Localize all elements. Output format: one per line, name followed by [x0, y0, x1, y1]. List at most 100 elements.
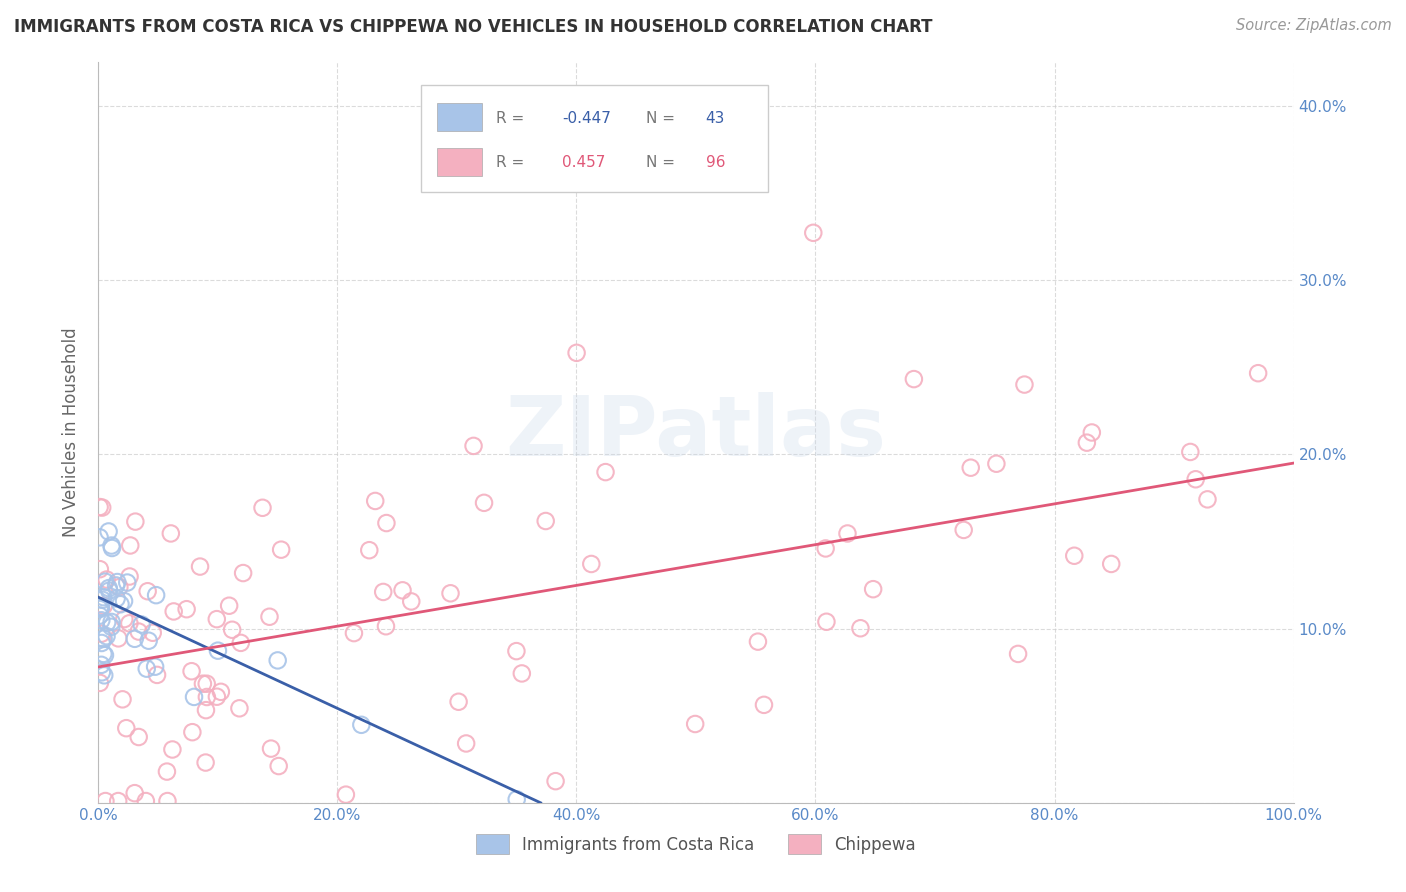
Point — [505, 644, 527, 658]
Point — [128, 624, 150, 639]
Point — [96, 573, 118, 587]
Point — [93, 632, 115, 646]
Text: R =: R = — [496, 111, 530, 126]
Point — [90, 599, 112, 614]
Point — [90, 626, 112, 640]
Point — [107, 632, 129, 646]
Text: IMMIGRANTS FROM COSTA RICA VS CHIPPEWA NO VEHICLES IN HOUSEHOLD CORRELATION CHAR: IMMIGRANTS FROM COSTA RICA VS CHIPPEWA N… — [14, 18, 932, 36]
Point — [98, 583, 121, 598]
Y-axis label: No Vehicles in Household: No Vehicles in Household — [62, 327, 80, 538]
Point — [90, 600, 112, 615]
Point — [359, 543, 381, 558]
Point — [156, 794, 179, 808]
Point — [94, 574, 117, 589]
Point — [375, 516, 398, 530]
Point — [162, 742, 184, 756]
Point — [90, 636, 112, 650]
Point — [91, 500, 114, 515]
Point — [138, 633, 160, 648]
Point — [375, 619, 398, 633]
Point — [209, 685, 232, 699]
Point — [205, 690, 228, 704]
Point — [364, 494, 387, 508]
FancyBboxPatch shape — [437, 147, 482, 176]
Point — [752, 698, 775, 712]
Point — [118, 569, 141, 583]
Point — [143, 659, 166, 673]
Point — [163, 604, 186, 618]
Point — [267, 759, 290, 773]
Point — [544, 774, 567, 789]
Point — [131, 617, 153, 632]
Point — [228, 701, 250, 715]
Point — [510, 666, 533, 681]
Point — [120, 539, 142, 553]
Point — [801, 226, 824, 240]
Point — [439, 586, 461, 600]
Point — [94, 794, 117, 808]
Point — [115, 721, 138, 735]
Point — [391, 583, 413, 598]
Point — [117, 575, 139, 590]
Point — [270, 542, 292, 557]
Point — [101, 541, 124, 555]
Point — [849, 621, 872, 635]
Point — [111, 692, 134, 706]
Point — [350, 718, 373, 732]
Point — [156, 764, 179, 779]
Point — [142, 625, 165, 640]
Point — [447, 695, 470, 709]
Point — [180, 664, 202, 678]
Text: N =: N = — [645, 111, 679, 126]
Point — [267, 653, 290, 667]
Point — [959, 460, 981, 475]
Text: -0.447: -0.447 — [562, 111, 612, 126]
Point — [194, 703, 217, 717]
Point — [96, 629, 118, 643]
Point — [188, 559, 211, 574]
Point — [260, 741, 283, 756]
Point — [100, 539, 122, 553]
Point — [100, 620, 122, 634]
Point — [107, 794, 129, 808]
Point — [952, 523, 974, 537]
Point — [112, 612, 135, 626]
Point — [136, 584, 159, 599]
Point — [146, 668, 169, 682]
Point — [89, 602, 111, 616]
Point — [401, 594, 423, 608]
Point — [135, 794, 157, 808]
Point — [534, 514, 557, 528]
Point — [1063, 549, 1085, 563]
Point — [108, 580, 131, 594]
Point — [862, 582, 884, 597]
Point — [986, 457, 1008, 471]
Point — [93, 647, 115, 661]
Point — [97, 524, 120, 539]
Point — [124, 515, 146, 529]
Point — [205, 612, 228, 626]
Point — [565, 346, 588, 360]
Point — [903, 372, 925, 386]
Point — [1081, 425, 1104, 440]
Point — [89, 608, 111, 623]
Point — [207, 643, 229, 657]
Point — [100, 615, 122, 629]
Point — [93, 599, 115, 613]
Point — [472, 496, 495, 510]
Point — [373, 585, 395, 599]
Point — [683, 717, 706, 731]
Point — [90, 600, 112, 615]
Point — [595, 465, 617, 479]
Point — [145, 588, 167, 602]
Point — [1247, 366, 1270, 380]
Point — [96, 615, 118, 630]
Point — [814, 541, 837, 556]
Point — [124, 786, 146, 800]
Point — [463, 439, 485, 453]
Point — [118, 616, 141, 631]
Point — [128, 730, 150, 744]
Point — [89, 500, 111, 514]
Point — [195, 677, 218, 691]
Text: 43: 43 — [706, 111, 725, 126]
